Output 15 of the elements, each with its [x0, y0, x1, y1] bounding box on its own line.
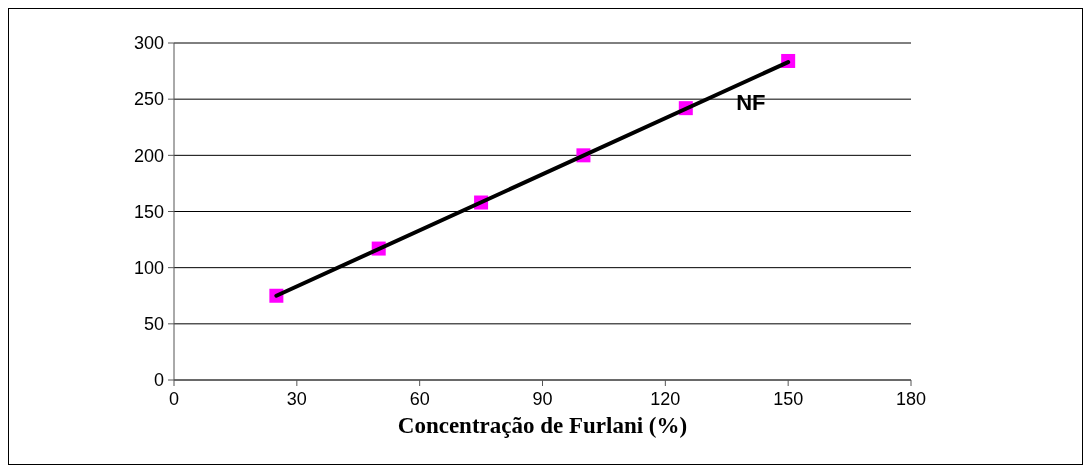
y-tick-label: 200	[133, 145, 164, 166]
x-tick-label: 30	[286, 389, 307, 409]
y-tick-label: 100	[133, 257, 164, 278]
y-tick-label: 0	[153, 370, 164, 391]
x-tick-label: 60	[409, 389, 430, 409]
y-tick-label: 50	[143, 314, 164, 335]
y-tick-label: 250	[133, 89, 164, 110]
x-tick-label: 90	[532, 389, 553, 409]
y-tick-label: 150	[133, 201, 164, 222]
x-tick-label: 0	[168, 389, 180, 409]
x-axis-title: Concentração de Furlani (%)	[397, 413, 688, 438]
x-tick-label: 120	[650, 389, 681, 409]
y-tick-label: 300	[133, 33, 164, 54]
x-tick-label: 150	[773, 389, 804, 409]
x-tick-label: 180	[895, 389, 927, 409]
